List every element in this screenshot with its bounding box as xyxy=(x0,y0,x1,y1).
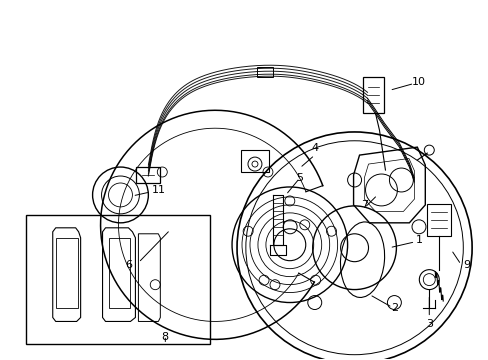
Text: 10: 10 xyxy=(411,77,426,87)
Bar xyxy=(56,238,78,307)
Text: 6: 6 xyxy=(125,260,132,270)
Text: 3: 3 xyxy=(425,319,432,329)
Bar xyxy=(26,215,210,345)
Text: 7: 7 xyxy=(360,200,367,210)
Bar xyxy=(362,77,384,113)
Text: 4: 4 xyxy=(310,143,318,153)
Text: 1: 1 xyxy=(415,235,422,245)
Text: 11: 11 xyxy=(151,185,165,195)
Bar xyxy=(427,204,450,236)
Bar xyxy=(108,238,130,307)
Text: 8: 8 xyxy=(162,332,168,342)
Bar xyxy=(241,150,268,172)
Text: 9: 9 xyxy=(463,260,470,270)
Text: 5: 5 xyxy=(296,173,303,183)
Text: 2: 2 xyxy=(390,302,397,312)
Bar xyxy=(136,167,160,183)
Bar xyxy=(256,67,272,77)
